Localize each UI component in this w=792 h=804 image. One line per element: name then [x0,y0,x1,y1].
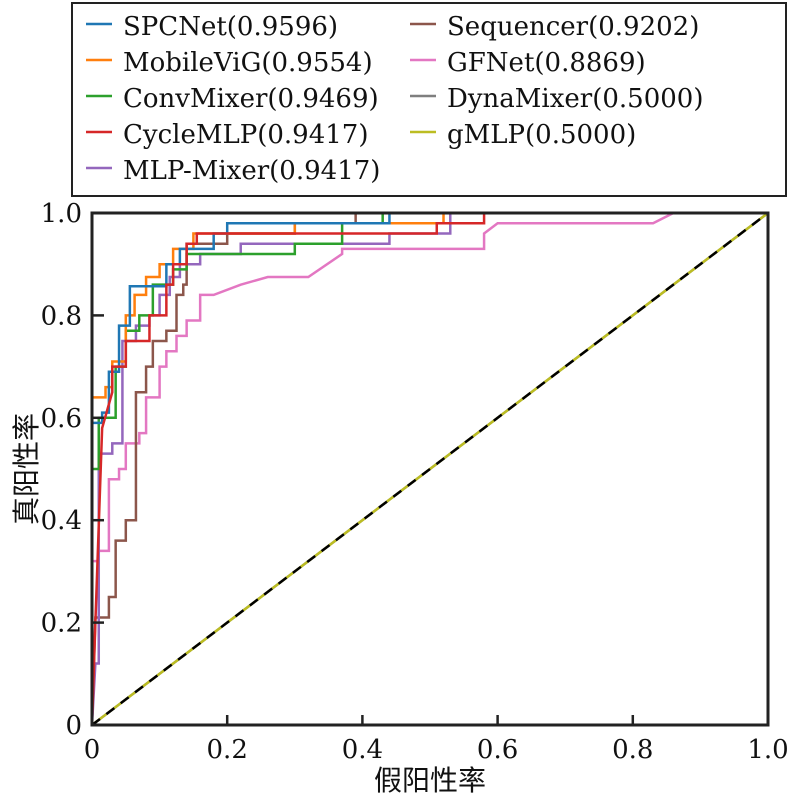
legend-entry: Sequencer(0.9202) [447,12,699,42]
x-tick-label: 1.0 [747,735,788,765]
legend-entry: CycleMLP(0.9417) [123,120,369,150]
x-tick-label: 0.2 [207,735,248,765]
axis-ticks: 0 0.2 0.4 0.6 0.8 1.0 0 0.2 0.4 0.6 0.8 1.0 [41,199,789,765]
series-layer [90,211,769,726]
x-axis-label: 假阳性率 [374,764,486,797]
y-tick-label: 0.8 [41,301,82,331]
series-line-gfnet [90,211,768,725]
y-tick-label: 1.0 [41,199,82,229]
legend-entry: ConvMixer(0.9469) [123,84,379,114]
x-tick-label: 0.4 [342,735,383,765]
legend-entry: DynaMixer(0.5000) [447,84,703,114]
y-tick-label: 0.6 [41,404,82,434]
plot-frame [90,211,770,727]
legend: SPCNet(0.9596) MobileViG(0.9554) ConvMixer… [86,12,703,186]
series-line-cyclemlp [90,211,768,726]
x-tick-label: 0 [84,735,101,765]
y-tick-label: 0.4 [41,506,82,536]
chance-line [91,212,769,726]
y-tick-label: 0.2 [41,609,82,639]
x-tick-label: 0.6 [477,735,518,765]
y-tick-label: 0 [65,711,82,741]
legend-entry: MLP-Mixer(0.9417) [123,156,380,186]
y-axis-label: 真阳性率 [10,413,43,525]
legend-entry: SPCNet(0.9596) [123,12,338,42]
series-line-convmixer [90,211,768,725]
legend-entry: gMLP(0.5000) [447,120,636,150]
legend-entry: GFNet(0.8869) [447,48,646,78]
legend-entry: MobileViG(0.9554) [123,48,373,78]
x-tick-label: 0.8 [612,735,653,765]
legend-box [71,2,787,197]
